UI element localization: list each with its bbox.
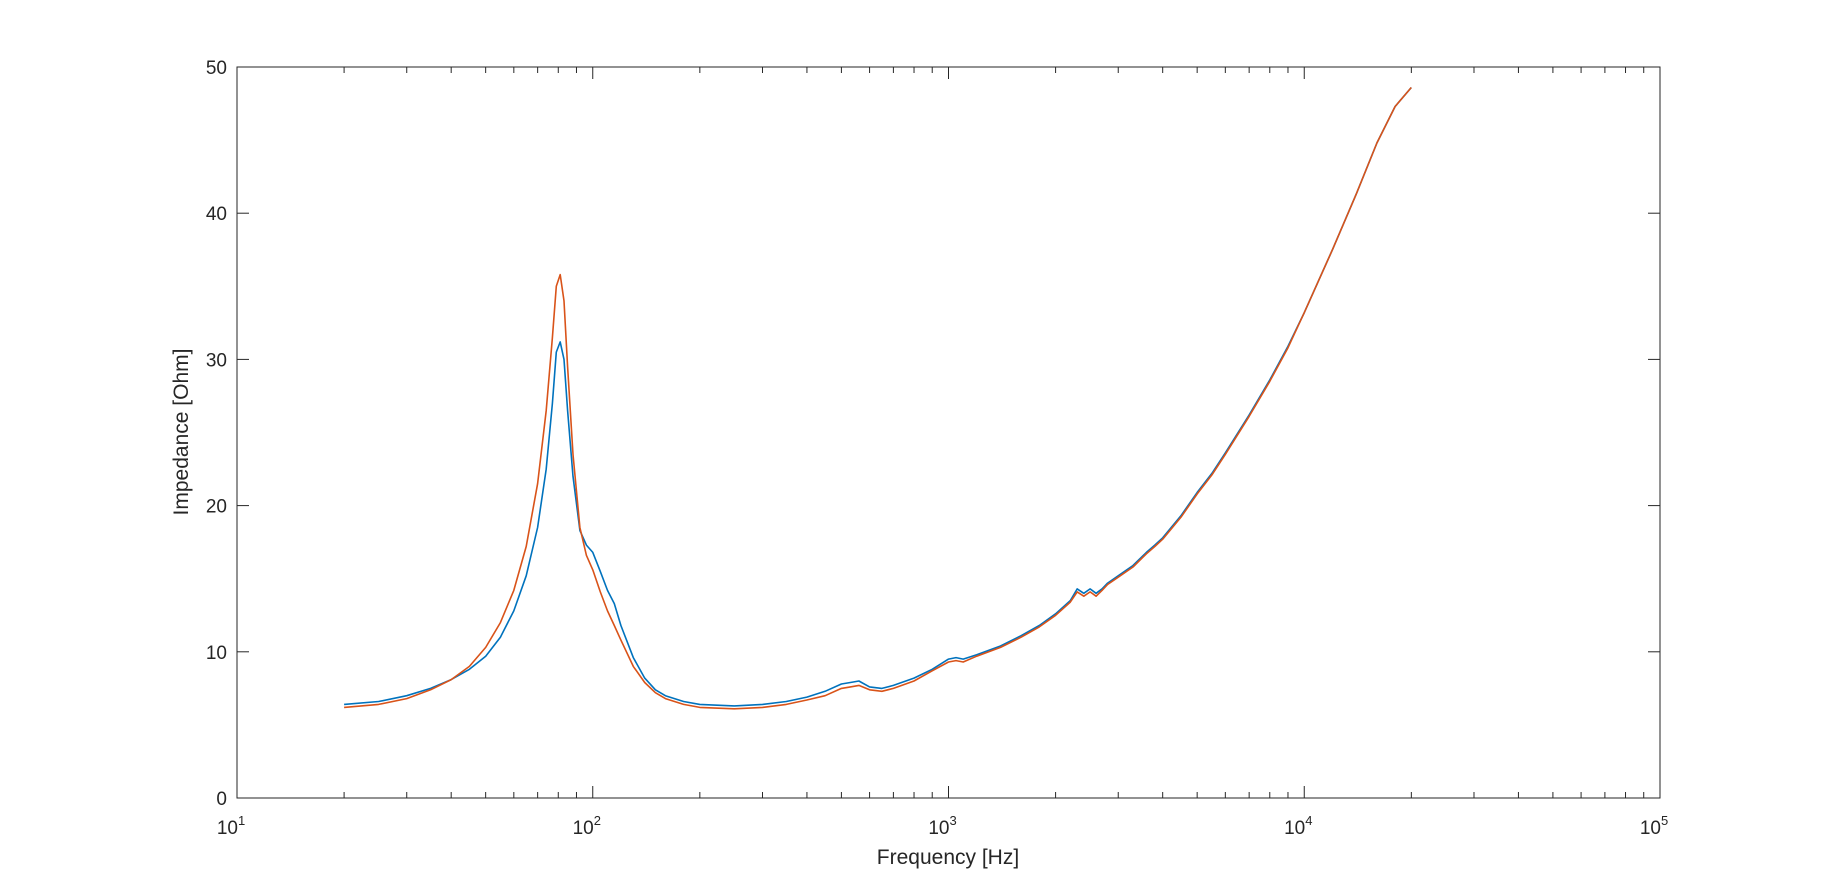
x-tick-label-exponent: 3	[949, 813, 956, 828]
x-tick-label-base: 10	[1284, 818, 1305, 839]
x-tick-label: 104	[1284, 813, 1312, 839]
y-tick-label: 40	[206, 204, 227, 225]
x-tick-label-exponent: 2	[594, 813, 601, 828]
y-tick-label: 20	[206, 497, 227, 518]
x-tick-label: 103	[928, 813, 956, 839]
series-line-1	[344, 86, 1412, 707]
series-line-2	[344, 86, 1412, 710]
x-tick-label: 102	[573, 813, 601, 839]
x-tick-label-base: 10	[928, 818, 949, 839]
series-layer	[344, 86, 1412, 710]
x-tick-label-exponent: 4	[1305, 813, 1312, 828]
x-tick-label-base: 10	[1640, 818, 1661, 839]
x-axis-label: Frequency [Hz]	[877, 846, 1019, 869]
y-tick-label: 30	[206, 350, 227, 371]
x-tick-label-exponent: 1	[238, 813, 245, 828]
y-tick-label: 50	[206, 58, 227, 79]
x-tick-label-base: 10	[217, 818, 238, 839]
y-tick-label: 10	[206, 643, 227, 664]
plot-area	[237, 67, 1660, 798]
y-axis-label: Impedance [Ohm]	[170, 349, 193, 516]
y-tick-label: 0	[216, 789, 227, 810]
x-tick-label-base: 10	[573, 818, 594, 839]
x-tick-label-exponent: 5	[1661, 813, 1668, 828]
x-tick-label: 101	[217, 813, 245, 839]
x-tick-label: 105	[1640, 813, 1668, 839]
